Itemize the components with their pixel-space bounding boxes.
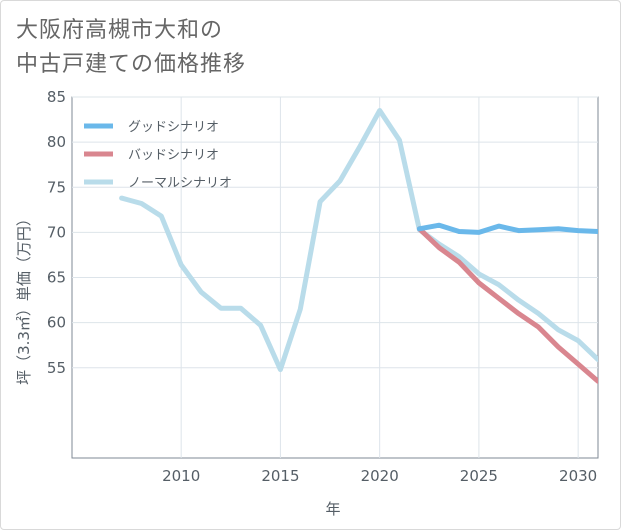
y-tick-label: 70: [47, 223, 66, 241]
y-axis-title: 坪（3.3㎡）単価（万円）: [15, 211, 33, 385]
y-tick-label: 65: [47, 269, 66, 287]
series-lines: [119, 108, 598, 384]
legend-label-1: グッドシナリオ: [128, 120, 219, 135]
x-tick-label: 2020: [361, 467, 399, 485]
legend-label-3: ノーマルシナリオ: [128, 176, 232, 191]
chart-title: 大阪府高槻市大和の 中古戸建ての価格推移: [16, 14, 246, 82]
y-tick-label: 55: [47, 359, 66, 377]
y-tick-label: 80: [47, 133, 66, 151]
y-tick-label: 75: [47, 178, 66, 196]
grid-lines: [72, 96, 598, 458]
series-line-2: [416, 226, 598, 384]
chart-title-line1: 大阪府高槻市大和の: [16, 18, 224, 43]
x-axis-title: 年: [325, 500, 340, 518]
x-tick-label: 2030: [559, 467, 597, 485]
x-tick-label: 2025: [460, 467, 498, 485]
tick-labels: 2010 2015 2020 2025 2030 55 60 65 70 75 80 85: [47, 88, 597, 485]
x-tick-label: 2010: [162, 467, 200, 485]
series-line-1: [416, 222, 598, 235]
x-tick-label: 2015: [261, 467, 299, 485]
chart-title-line2: 中古戸建ての価格推移: [16, 52, 247, 77]
y-tick-label: 85: [47, 88, 66, 106]
legend-label-2: バッドシナリオ: [128, 148, 219, 163]
series-line-3: [119, 108, 598, 373]
y-tick-label: 60: [47, 314, 66, 332]
